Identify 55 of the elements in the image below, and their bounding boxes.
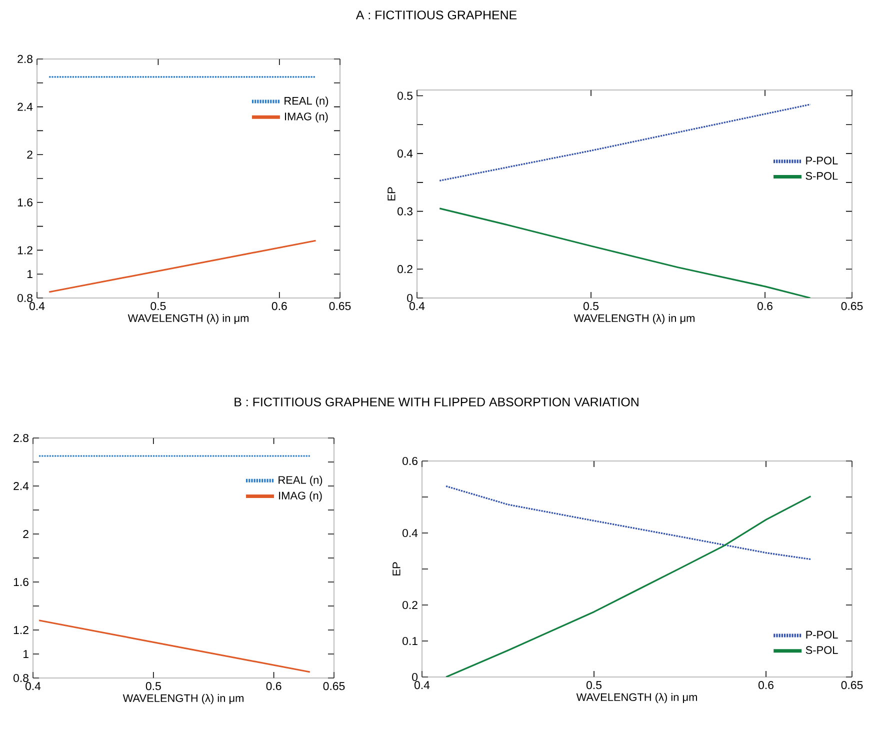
- y-tick-label: 0.8: [18, 294, 32, 302]
- y-tick-label: 2.8: [14, 434, 28, 442]
- x-axis-title: WAVELENGTH (λ) in μm: [122, 694, 244, 704]
- y-axis-title: EP: [392, 562, 400, 576]
- y-tick-label: 1: [27, 270, 32, 278]
- x-tick-label: 0.5: [583, 302, 598, 310]
- x-tick-label: 0.6: [266, 682, 282, 690]
- legend-label: IMAG (n): [285, 112, 328, 122]
- y-tick-label: 0: [412, 672, 418, 682]
- y-tick-label: 0.8: [14, 674, 28, 682]
- y-tick-label: 1.6: [18, 198, 32, 206]
- x-tick-label: 0.4: [414, 681, 430, 690]
- x-axis-title: WAVELENGTH (λ) in μm: [574, 314, 694, 324]
- x-tick-label: 0.65: [329, 302, 351, 310]
- y-tick-label: 2.4: [14, 482, 29, 490]
- legend-label: S-POL: [806, 646, 838, 654]
- text: A : FICTITIOUS GRAPHENE: [356, 10, 517, 20]
- x-tick-label: 0.6: [272, 302, 287, 310]
- legend-label: P-POL: [806, 156, 838, 164]
- legend-label: IMAG (n): [279, 491, 322, 502]
- y-tick-label: 1.6: [14, 578, 28, 586]
- y-tick-label: 2.8: [18, 54, 32, 64]
- legend-label: P-POL: [806, 630, 838, 639]
- y-tick-label: 2.4: [18, 102, 33, 111]
- x-axis-title: WAVELENGTH (λ) in μm: [128, 314, 248, 324]
- line-series: [445, 485, 812, 560]
- y-tick-label: 0.3: [398, 207, 412, 216]
- x-tick-label: 0.5: [150, 302, 166, 310]
- y-tick-label: 2: [27, 150, 32, 159]
- x-axis-title: WAVELENGTH (λ) in μm: [576, 692, 697, 704]
- text: B : FICTITIOUS GRAPHENE WITH FLIPPED ABSORPTION VARIATION: [234, 398, 638, 406]
- x-tick-label: 0.6: [758, 681, 774, 690]
- y-tick-label: 0.4: [398, 149, 413, 158]
- x-tick-label: 0.65: [323, 682, 345, 690]
- y-tick-label: 0.2: [402, 600, 418, 610]
- y-tick-label: 0.5: [398, 92, 413, 100]
- legend-label: S-POL: [806, 172, 838, 180]
- y-tick-label: 1: [23, 650, 28, 658]
- y-tick-label: 0.2: [398, 265, 412, 274]
- y-tick-label: 0.1: [402, 636, 418, 646]
- y-tick-label: 1.2: [18, 246, 32, 254]
- x-tick-label: 0.65: [841, 681, 863, 690]
- x-tick-label: 0.65: [841, 302, 863, 310]
- y-tick-label: 0: [407, 294, 413, 302]
- y-tick-label: 0.4: [402, 528, 418, 538]
- y-tick-label: 1.2: [14, 626, 28, 634]
- x-tick-label: 0.5: [146, 682, 161, 690]
- x-tick-label: 0.6: [758, 302, 772, 310]
- y-tick-label: 2: [23, 530, 28, 538]
- y-axis-title: EP: [388, 187, 396, 200]
- x-tick-label: 0.5: [586, 681, 602, 690]
- legend-label: REAL (n): [284, 96, 328, 107]
- line-series: [438, 208, 812, 298]
- legend-label: REAL (n): [278, 476, 322, 486]
- y-tick-label: 0.6: [402, 456, 418, 466]
